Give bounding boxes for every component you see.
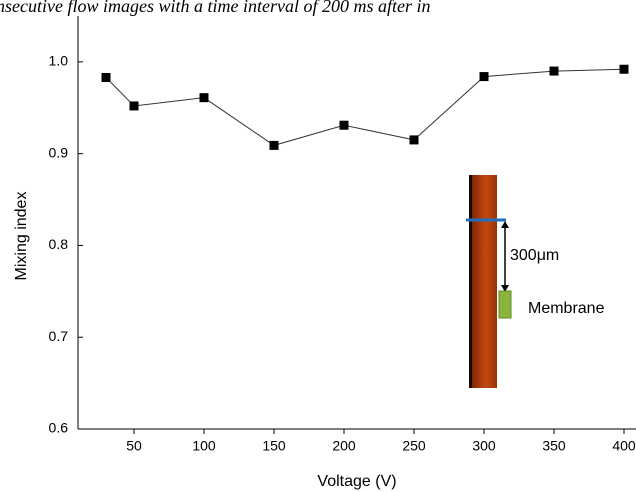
channel-edge	[469, 175, 472, 388]
data-point	[549, 66, 559, 76]
y-axis-label: Mixing index	[13, 192, 30, 281]
x-tick-label: 50	[126, 438, 142, 454]
x-tick-label: 350	[542, 438, 566, 454]
y-tick-label: 0.9	[49, 144, 69, 160]
inset-image: 300μm Membrane	[466, 175, 605, 388]
y-tick-label: 0.7	[49, 328, 69, 344]
data-point	[479, 72, 489, 82]
x-tick-label: 150	[262, 438, 286, 454]
data-point	[269, 140, 279, 150]
annotation: 300μm	[510, 247, 559, 264]
data-point	[409, 135, 419, 145]
x-axis-label: Voltage (V)	[317, 473, 396, 490]
data-point	[101, 72, 111, 82]
data-point	[199, 93, 209, 103]
data-point	[339, 120, 349, 130]
y-tick-label: 0.6	[49, 420, 69, 436]
membrane	[498, 290, 512, 319]
y-tick-label: 0.8	[49, 236, 69, 252]
data-point	[619, 64, 629, 74]
x-tick-label: 250	[402, 438, 426, 454]
series-line	[105, 68, 625, 146]
x-tick-label: 300	[472, 438, 496, 454]
x-tick-label: 200	[332, 438, 356, 454]
y-tick-label: 1.0	[49, 53, 69, 69]
x-tick-label: 100	[192, 438, 216, 454]
annotation: Membrane	[528, 300, 605, 317]
channel	[469, 175, 497, 388]
chart-title: nsecutive flow images with a time interv…	[0, 0, 430, 16]
data-point	[129, 101, 139, 111]
x-tick-label: 400	[612, 438, 636, 454]
